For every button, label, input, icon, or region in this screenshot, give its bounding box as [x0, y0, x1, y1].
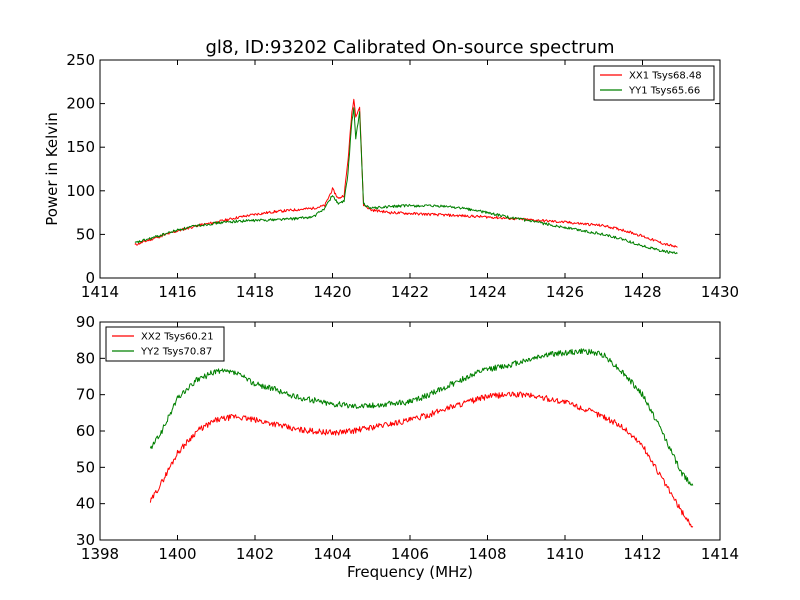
top-y-tick-label: 150 [66, 138, 95, 156]
top-x-tick-label: 1420 [313, 283, 351, 301]
bottom-x-ticks: 1398 1400 1402 1404 1406 1408 1410 1412 1414 [81, 322, 739, 563]
legend-label-xx1: XX1 Tsys68.48 [629, 71, 702, 82]
legend-label-xx2: XX2 Tsys60.21 [141, 332, 214, 343]
top-legend-box [593, 65, 715, 101]
figure-title: gl8, ID:93202 Calibrated On-source spect… [205, 37, 614, 58]
bottom-y-tick-label: 40 [76, 495, 95, 513]
top-y-tick-label: 0 [85, 269, 95, 287]
top-y-tick-label: 250 [66, 51, 95, 69]
top-x-tick-label: 1426 [546, 283, 584, 301]
bottom-x-tick-label: 1410 [546, 545, 584, 563]
bottom-y-ticks: 30 40 50 60 70 80 90 [76, 313, 720, 549]
bottom-y-tick-label: 90 [76, 313, 95, 331]
bottom-series-layer [149, 348, 694, 528]
bottom-x-tick-label: 1414 [701, 545, 739, 563]
bottom-x-tick-label: 1404 [313, 545, 351, 563]
top-series-layer [134, 98, 678, 255]
bottom-x-tick-label: 1398 [81, 545, 119, 563]
bottom-x-tick-label: 1406 [391, 545, 429, 563]
bottom-legend: XX2 Tsys60.21 YY2 Tsys70.87 [105, 326, 225, 362]
top-x-tick-label: 1422 [391, 283, 429, 301]
top-series-line-yy1 [134, 107, 678, 255]
top-series-line-xx1 [134, 98, 678, 248]
bottom-x-tick-label: 1408 [468, 545, 506, 563]
top-legend: XX1 Tsys68.48 YY1 Tsys65.66 [593, 65, 715, 101]
top-x-tick-label: 1430 [701, 283, 739, 301]
bottom-y-tick-label: 50 [76, 458, 95, 476]
bottom-panel: 1398 1400 1402 1404 1406 1408 1410 1412 1414 30 4… [76, 313, 739, 563]
top-x-ticks: 1414 1416 1418 1420 1422 1424 1426 1428 1430 [81, 60, 739, 301]
top-x-tick-label: 1418 [236, 283, 274, 301]
bottom-y-tick-label: 70 [76, 386, 95, 404]
bottom-y-tick-label: 80 [76, 349, 95, 367]
top-y-axis-label: Power in Kelvin [43, 112, 61, 226]
top-y-ticks: 0 50 100 150 200 250 [66, 51, 720, 287]
top-x-tick-label: 1428 [623, 283, 661, 301]
top-panel: 1414 1416 1418 1420 1422 1424 1426 1428 1430 0 50… [43, 51, 739, 301]
bottom-x-tick-label: 1402 [236, 545, 274, 563]
top-y-tick-label: 200 [66, 95, 95, 113]
bottom-legend-box [105, 326, 225, 362]
top-y-tick-label: 100 [66, 182, 95, 200]
bottom-y-tick-label: 30 [76, 531, 95, 549]
top-x-tick-label: 1416 [158, 283, 196, 301]
bottom-series-line-yy2 [149, 348, 694, 486]
top-y-tick-label: 50 [76, 225, 95, 243]
top-x-tick-label: 1414 [81, 283, 119, 301]
bottom-y-tick-label: 60 [76, 422, 95, 440]
bottom-x-tick-label: 1400 [158, 545, 196, 563]
legend-label-yy2: YY2 Tsys70.87 [140, 347, 212, 358]
x-axis-label: Frequency (MHz) [347, 563, 473, 581]
legend-label-yy1: YY1 Tsys65.66 [628, 86, 700, 97]
bottom-x-tick-label: 1412 [623, 545, 661, 563]
top-x-tick-label: 1424 [468, 283, 506, 301]
bottom-series-line-xx2 [149, 391, 694, 528]
